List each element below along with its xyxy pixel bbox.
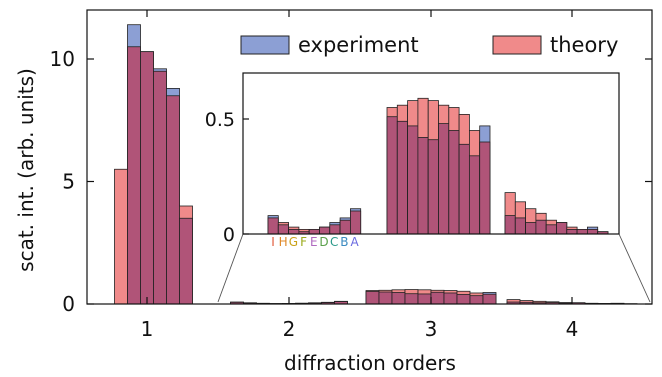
inset-sublabel: A — [350, 235, 359, 249]
inset-order-3-bar-0-overlap-bar — [386, 116, 398, 235]
y-tick-label: 0 — [62, 292, 75, 316]
inset-sublabel: C — [330, 235, 338, 249]
inset-order-3-bar-3-overlap-bar — [417, 136, 429, 235]
x-tick-label: 4 — [566, 317, 579, 341]
inset-order-4-bar-5-overlap-bar — [556, 222, 568, 235]
inset-y-tick-label: 0 — [223, 224, 235, 246]
order-3-bar-2-overlap-bar — [391, 292, 406, 305]
inset-order-2-bar-0-overlap-bar — [267, 217, 279, 235]
inset-sublabel: F — [300, 235, 307, 249]
inset-order-3-bar-7-overlap-bar — [458, 143, 470, 235]
inset-order-3-bar-6-overlap-bar — [448, 130, 460, 235]
order-3-bar-6-overlap-bar — [443, 292, 458, 305]
inset-sublabel: D — [319, 235, 328, 249]
y-axis-label: scat. int. (arb. units) — [14, 68, 38, 272]
inset-order-3-bar-8-overlap-bar — [468, 155, 481, 235]
order-3-bar-9-overlap-bar — [482, 293, 497, 305]
order-1-bar-5-overlap-bar — [166, 95, 180, 305]
inset-order-3-bar-2-overlap-bar — [407, 125, 419, 235]
inset-order-4-bar-1-overlap-bar — [514, 217, 526, 235]
inset-order-2-bar-2-overlap-bar — [288, 228, 300, 235]
inset-frame — [242, 72, 620, 235]
connector-line-left — [217, 233, 244, 303]
order-3-bar-1-overlap-bar — [378, 291, 393, 305]
inset-order-2-bar-4-overlap-bar — [308, 228, 320, 235]
inset-order-3-bar-4-overlap-bar — [427, 139, 439, 235]
inset-order-2-bar-5-overlap-bar — [319, 226, 331, 235]
inset-sublabel: G — [289, 235, 298, 249]
inset-order-4-bar-2-overlap-bar — [525, 222, 537, 235]
order-1-bar-6-overlap-bar — [179, 217, 193, 305]
legend-swatch-theory — [492, 35, 542, 55]
inset-order-2-bar-7-overlap-bar — [339, 219, 351, 235]
order-3-bar-8-overlap-bar — [469, 295, 484, 305]
order-3-bar-3-overlap-bar — [404, 293, 419, 305]
inset-order-3-bar-9-overlap-bar — [479, 141, 491, 235]
plot-frame — [86, 9, 653, 305]
inset-order-4-bar-6-overlap-bar — [566, 228, 578, 235]
order-3-bar-7-overlap-bar — [456, 294, 471, 305]
inset-sublabel: E — [310, 235, 318, 249]
inset-sublabel: B — [340, 235, 348, 249]
main-axes: 0 5 10 1 2 3 4 — [50, 9, 653, 341]
order-1-bar-2-overlap-bar — [127, 46, 141, 305]
order-3-bar-0-overlap-bar — [365, 291, 380, 305]
x-tick-label: 1 — [141, 317, 154, 341]
inset-order-4-bar-4-overlap-bar — [545, 224, 557, 235]
order-3-bar-5-overlap-bar — [430, 291, 445, 305]
inset-order-2-bar-8-overlap-bar — [349, 210, 362, 235]
x-axis-label: diffraction orders — [284, 351, 456, 375]
y-tick-label: 10 — [50, 47, 75, 71]
order-1-bar-4-overlap-bar — [153, 70, 167, 305]
inset-order-4-bar-7-overlap-bar — [576, 228, 588, 235]
inset-order-2-bar-1-overlap-bar — [277, 224, 289, 235]
inset-panel: 0 0.5 I H G F E D C B A — [205, 72, 620, 249]
inset-order-2-bar-6-overlap-bar — [329, 224, 341, 235]
inset-order-3-bar-1-overlap-bar — [396, 120, 408, 235]
order-1-bar-3-overlap-bar — [140, 51, 154, 305]
y-tick-label: 5 — [62, 170, 75, 194]
connector-line-right — [618, 233, 651, 303]
x-tick-label: 3 — [425, 317, 438, 341]
inset-y-tick-label: 0.5 — [205, 109, 235, 131]
inset-sublabel: H — [279, 235, 288, 249]
inset-order-3-bar-5-overlap-bar — [438, 123, 450, 235]
legend-swatch-experiment — [240, 35, 290, 55]
x-tick-label: 2 — [283, 317, 296, 341]
inset-order-4-bar-0-overlap-bar — [504, 215, 516, 235]
order-1-bar-1-theory-bar — [114, 168, 128, 305]
inset-sublabel: I — [271, 235, 275, 249]
inset-order-4-bar-3-overlap-bar — [535, 219, 547, 235]
legend-label-experiment: experiment — [298, 33, 419, 57]
inset-order-4-bar-8-overlap-bar — [587, 228, 599, 235]
legend: experiment theory — [240, 33, 618, 57]
zoom-connector-lines — [217, 233, 651, 303]
legend-label-theory: theory — [550, 33, 618, 57]
order-3-bar-4-overlap-bar — [417, 293, 432, 305]
